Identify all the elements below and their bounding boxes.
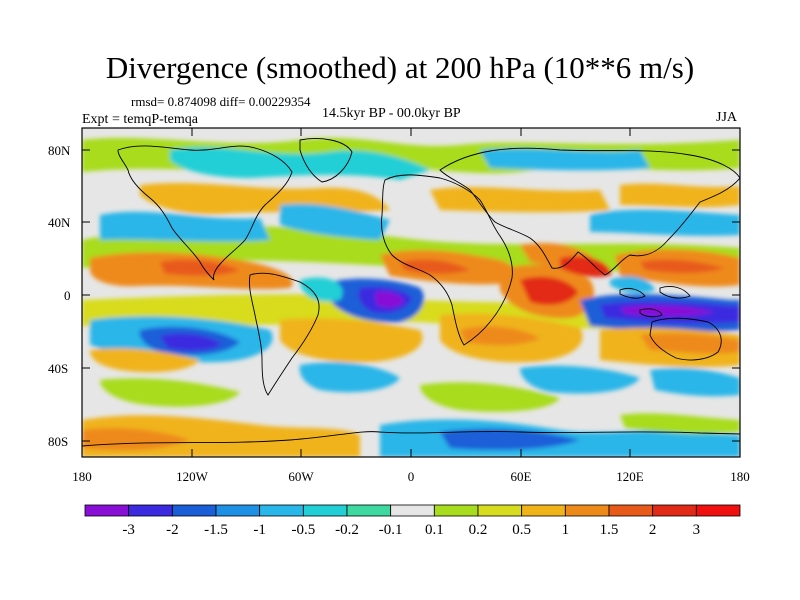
colorbar-label: -0.2: [335, 522, 359, 538]
colorbar-swatch: [433, 504, 479, 517]
colorbar-swatch: [128, 504, 173, 517]
colorbar-swatch: [521, 504, 566, 517]
lat-label-40n: 40N: [48, 215, 71, 230]
colorbar-swatch: [652, 504, 697, 517]
colorbar-swatch: [171, 504, 217, 517]
colorbar-label: 1: [562, 522, 570, 538]
colorbar-label: -0.5: [291, 522, 315, 538]
lat-label-80s: 80S: [48, 434, 68, 449]
colorbar-swatch: [84, 504, 130, 517]
lat-label-0: 0: [64, 288, 71, 303]
colorbar-label: 2: [649, 522, 657, 538]
lon-label-120w: 120W: [176, 469, 209, 484]
lon-label-180e: 180: [730, 469, 750, 484]
stats-text: rmsd= 0.874098 diff= 0.00229354: [131, 94, 311, 109]
colorbar-swatch: [215, 504, 261, 517]
colorbar-label: 0.2: [469, 522, 488, 538]
lat-ticks: [82, 149, 740, 442]
period-label: 14.5kyr BP - 00.0kyr BP: [322, 106, 461, 121]
colorbar-label: -2: [166, 522, 179, 538]
colorbar-swatch: [477, 504, 523, 517]
colorbar-swatch: [695, 504, 741, 517]
lon-label-60e: 60E: [511, 469, 532, 484]
divergence-field: [82, 128, 740, 457]
colorbar-label: 0.1: [425, 522, 444, 538]
lon-label-60w: 60W: [288, 469, 314, 484]
colorbar-label: 3: [693, 522, 701, 538]
lon-ticks: [191, 128, 631, 457]
lon-label-120e: 120E: [616, 469, 644, 484]
colorbar-swatch: [390, 504, 435, 517]
colorbar-label: -0.1: [379, 522, 403, 538]
lon-label-0: 0: [408, 469, 415, 484]
colorbar: -3 -2 -1.5 -1 -0.5 -0.2 -0.1 0.1 0.2 0.5 1 1.5 2 3: [84, 504, 741, 538]
experiment-label: Expt = temqP-temqa: [82, 112, 198, 127]
colorbar-swatch: [608, 504, 654, 517]
colorbar-swatch: [346, 504, 392, 517]
colorbar-label: -3: [122, 522, 135, 538]
colorbar-label: 1.5: [600, 522, 619, 538]
lat-label-40s: 40S: [48, 361, 68, 376]
map-title: Divergence (smoothed) at 200 hPa (10**6 …: [105, 50, 695, 85]
colorbar-label: 0.5: [512, 522, 531, 538]
colorbar-swatch: [302, 504, 348, 517]
colorbar-label: -1.5: [204, 522, 228, 538]
season-label: JJA: [716, 110, 738, 125]
lon-label-180w: 180: [72, 469, 92, 484]
colorbar-swatch: [259, 504, 304, 517]
colorbar-label: -1: [253, 522, 266, 538]
coastlines: [82, 138, 740, 447]
colorbar-swatch: [564, 504, 610, 517]
lat-label-80n: 80N: [48, 143, 71, 158]
